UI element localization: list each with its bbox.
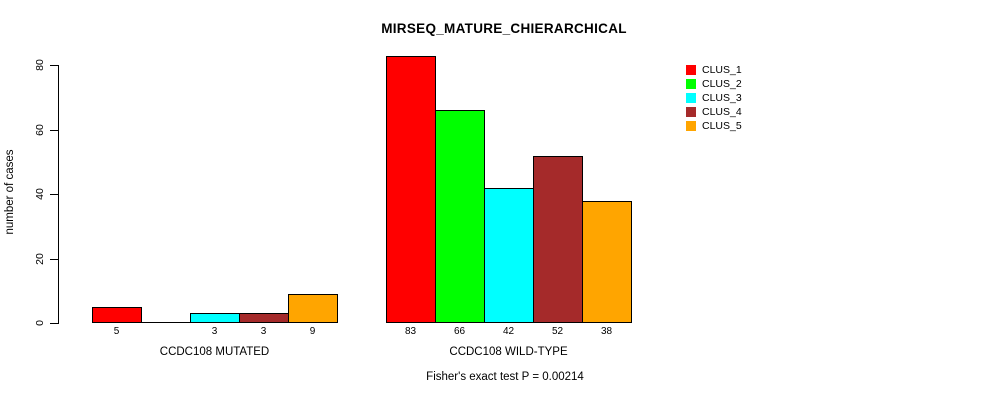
legend-label: CLUS_1 (702, 64, 742, 76)
bar-value-label: 9 (309, 326, 316, 337)
y-axis-label: number of cases (4, 149, 16, 235)
legend-item: CLUS_3 (686, 91, 742, 105)
y-tick-label: 60 (34, 124, 46, 136)
legend-swatch-clus_2 (686, 79, 696, 89)
legend-item: CLUS_2 (686, 77, 742, 91)
bar-value-label: 5 (113, 326, 120, 337)
bar-clus_2-group2 (435, 110, 485, 323)
y-tick-mark (50, 130, 58, 131)
bar-value-label: 66 (453, 326, 466, 337)
bar-value-label: 38 (600, 326, 613, 337)
legend: CLUS_1 CLUS_2 CLUS_3 CLUS_4 CLUS_5 (686, 63, 742, 133)
legend-label: CLUS_2 (702, 78, 742, 90)
group-label: CCDC108 WILD-TYPE (449, 346, 568, 358)
y-tick-mark (50, 65, 58, 66)
bar-value-label: 3 (211, 326, 218, 337)
y-tick-label: 40 (34, 188, 46, 200)
bar-clus_4-group2 (533, 156, 583, 323)
bar-clus_1-group2 (386, 56, 436, 323)
bar-clus_3-group1 (190, 313, 240, 323)
y-tick-label: 80 (34, 59, 46, 71)
legend-label: CLUS_4 (702, 106, 742, 118)
chart-title: MIRSEQ_MATURE_CHIERARCHICAL (381, 21, 627, 36)
bar-clus_1-group1 (92, 307, 142, 323)
bar-clus_3-group2 (484, 188, 534, 323)
bar-value-label: 3 (260, 326, 267, 337)
y-tick-mark (50, 259, 58, 260)
legend-item: CLUS_4 (686, 105, 742, 119)
y-tick-label: 0 (34, 320, 46, 326)
y-axis-line (58, 65, 59, 324)
legend-item: CLUS_1 (686, 63, 742, 77)
bar-value-label: 52 (551, 326, 564, 337)
legend-swatch-clus_3 (686, 93, 696, 103)
legend-swatch-clus_1 (686, 65, 696, 75)
bar-clus_5-group1 (288, 294, 338, 323)
legend-swatch-clus_5 (686, 121, 696, 131)
legend-label: CLUS_3 (702, 92, 742, 104)
legend-label: CLUS_5 (702, 120, 742, 132)
y-tick-mark (50, 323, 58, 324)
bar-clus_5-group2 (582, 201, 632, 323)
y-tick-label: 20 (34, 253, 46, 265)
bar-value-label: 83 (404, 326, 417, 337)
statistics-note: Fisher's exact test P = 0.00214 (426, 371, 584, 383)
legend-item: CLUS_5 (686, 119, 742, 133)
group-label: CCDC108 MUTATED (159, 346, 270, 358)
bar-clus_2-group1-zero (141, 322, 191, 323)
bar-value-label: 42 (502, 326, 515, 337)
y-tick-mark (50, 194, 58, 195)
legend-swatch-clus_4 (686, 107, 696, 117)
bar-clus_4-group1 (239, 313, 289, 323)
